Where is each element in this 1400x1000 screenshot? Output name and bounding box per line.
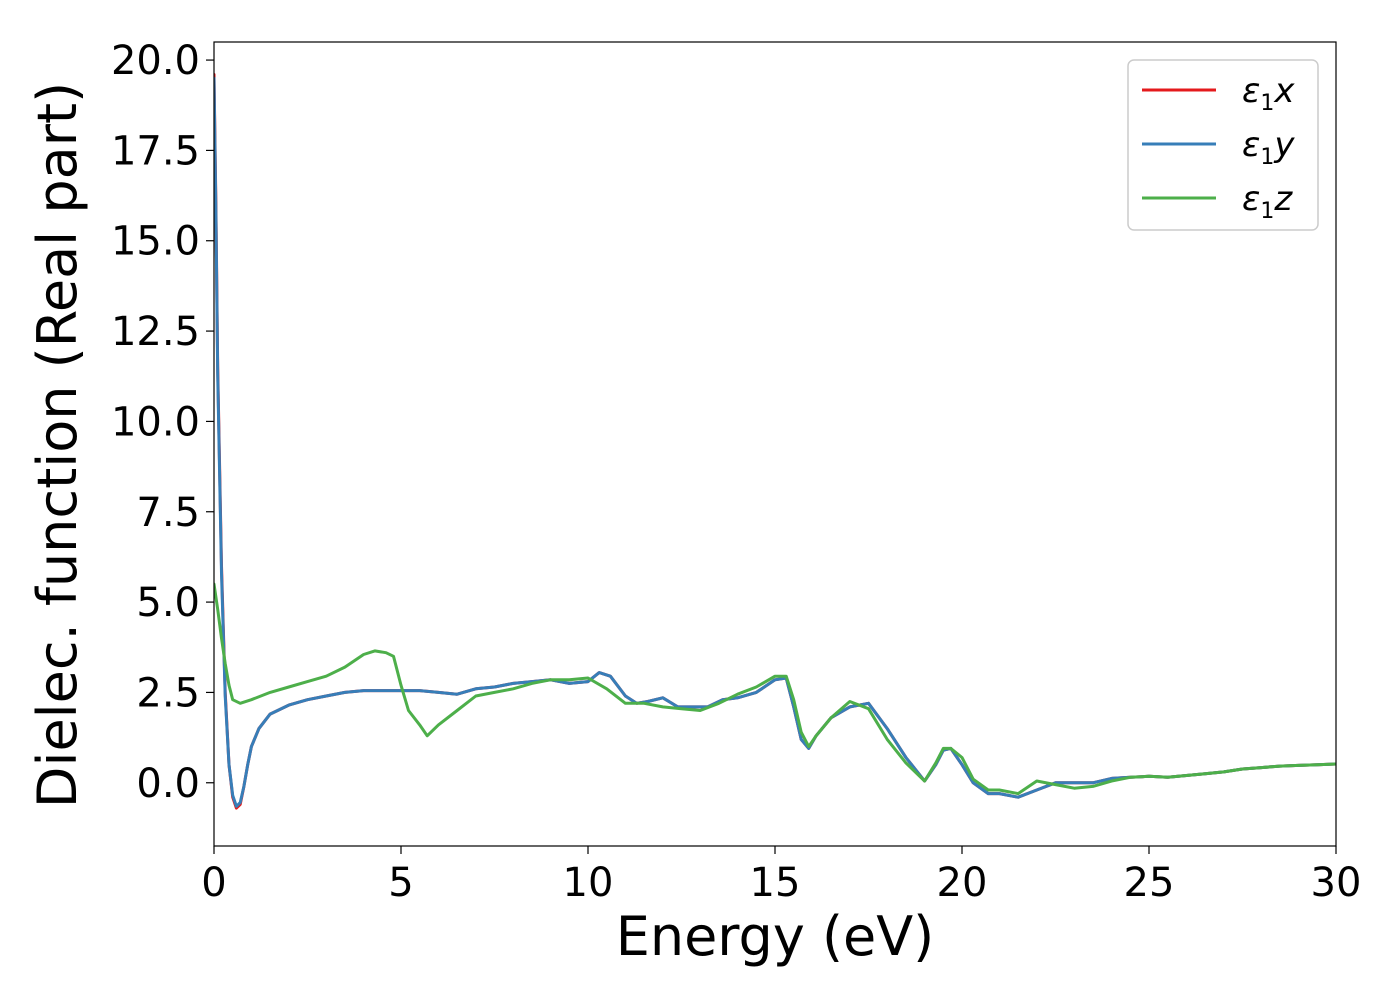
series-line-z [214, 582, 1336, 796]
x-tick-label: 15 [750, 860, 801, 906]
legend-axis: z [1273, 179, 1293, 219]
x-tick-label: 10 [563, 860, 614, 906]
legend-symbol: ε [1242, 125, 1260, 165]
x-tick-label: 30 [1311, 860, 1362, 906]
x-tick-label: 5 [388, 860, 413, 906]
series-layer [214, 73, 1336, 810]
x-tick-label: 20 [937, 860, 988, 906]
y-tick-label: 17.5 [111, 128, 200, 174]
y-tick-label: 0.0 [136, 761, 200, 807]
legend-subscript: 1 [1260, 199, 1274, 224]
legend-box [1127, 59, 1319, 231]
legend-label-z: ε1z [1242, 179, 1293, 224]
x-axis: 0 5 10 15 20 25 30 [201, 846, 1361, 906]
x-tick-label: 25 [1124, 860, 1175, 906]
y-tick-label: 10.0 [111, 399, 200, 445]
legend-subscript: 1 [1260, 91, 1274, 116]
y-axis: 0.0 2.5 5.0 7.5 10.0 12.5 15.0 17.5 20.0 [111, 38, 214, 807]
x-tick-label: 0 [201, 860, 226, 906]
y-tick-label: 12.5 [111, 309, 200, 355]
y-tick-label: 20.0 [111, 38, 200, 84]
legend-symbol: ε [1242, 179, 1260, 219]
legend-label-y: ε1y [1242, 125, 1295, 170]
x-axis-label: Energy (eV) [616, 905, 935, 968]
legend-symbol: ε [1242, 71, 1260, 111]
y-tick-label: 2.5 [136, 670, 200, 716]
y-tick-label: 7.5 [136, 490, 200, 536]
y-axis-label: Dielec. function (Real part) [26, 82, 89, 808]
legend-subscript: 1 [1260, 145, 1274, 170]
y-tick-label: 15.0 [111, 219, 200, 265]
y-tick-label: 5.0 [136, 580, 200, 626]
legend-label-x: ε1x [1242, 71, 1295, 116]
legend-axis: y [1273, 125, 1295, 165]
legend-axis: x [1273, 71, 1295, 111]
